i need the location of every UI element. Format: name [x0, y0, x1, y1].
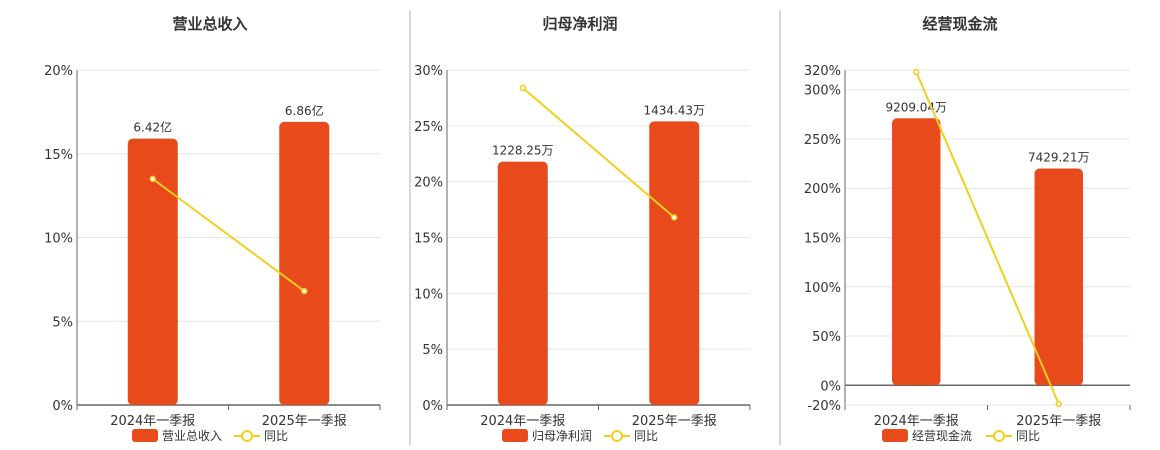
bar	[1034, 168, 1083, 386]
y-tick-label: 25%	[414, 120, 443, 135]
legend-line-label: 同比	[264, 429, 288, 443]
y-tick-label: 10%	[44, 232, 73, 247]
y-tick-label: 30%	[414, 64, 443, 79]
y-tick-label: 5%	[422, 343, 443, 358]
legend-bar-label: 经营现金流	[912, 428, 972, 443]
bar-data-label: 1228.25万	[492, 144, 554, 158]
x-category-label: 2025年一季报	[632, 414, 717, 429]
yoy-line	[152, 178, 305, 292]
chart-panel-net-profit: 归母净利润 归母净利润 同比 0% 5% 10% 15% 20% 25% 30% 2024年一…	[414, 15, 751, 443]
legend: 归母净利润 同比	[502, 429, 658, 443]
x-category-label: 2024年一季报	[874, 414, 959, 429]
bar	[649, 121, 700, 405]
y-tick-label: 200%	[804, 182, 841, 197]
y-tick-label: 20%	[44, 64, 73, 79]
legend-line-marker	[241, 430, 253, 442]
y-tick-label: 15%	[414, 232, 443, 247]
chart-panel-revenue: 营业总收入 营业总收入 同比 0% 5% 10% 15% 20% 2024年一季报 2025…	[44, 15, 381, 443]
legend-bar-swatch	[882, 429, 908, 442]
y-tick-label: 320%	[804, 64, 841, 79]
bar	[279, 121, 330, 406]
yoy-point	[913, 68, 920, 76]
y-tick-label: -20%	[807, 399, 841, 414]
x-category-label: 2024年一季报	[110, 414, 195, 429]
yoy-point	[301, 287, 308, 295]
legend-line-marker	[611, 430, 623, 442]
legend-bar-label: 归母净利润	[532, 429, 592, 443]
yoy-point	[671, 214, 678, 221]
yoy-point	[149, 175, 156, 183]
x-category-label: 2025年一季报	[1016, 414, 1101, 429]
y-tick-label: 150%	[804, 232, 841, 247]
y-tick-label: 300%	[804, 84, 841, 99]
y-tick-label: 0%	[422, 399, 443, 414]
legend: 经营现金流 同比	[882, 428, 1040, 443]
chart-title: 经营现金流	[922, 15, 997, 33]
bar-data-label: 7429.21万	[1028, 151, 1090, 165]
yoy-point	[519, 84, 526, 92]
y-tick-label: 0%	[820, 379, 841, 394]
bar	[497, 161, 548, 405]
yoy-point	[1055, 400, 1062, 408]
legend-line-label: 同比	[1016, 429, 1040, 443]
legend-bar-label: 营业总收入	[162, 429, 222, 443]
bar-data-label: 1434.43万	[643, 103, 705, 117]
yoy-line	[522, 87, 675, 219]
legend-bar-swatch	[132, 429, 158, 442]
yoy-line	[915, 71, 1060, 405]
chart-title: 归母净利润	[542, 15, 617, 33]
legend-line-marker	[993, 430, 1005, 442]
x-category-label: 2025年一季报	[262, 414, 347, 429]
legend: 营业总收入 同比	[132, 429, 288, 443]
y-tick-label: 0%	[52, 399, 73, 414]
bar	[892, 118, 941, 386]
chart-title: 营业总收入	[172, 15, 247, 33]
y-tick-label: 250%	[804, 133, 841, 148]
bar-data-label: 6.42亿	[133, 120, 172, 135]
bar	[127, 138, 178, 406]
y-tick-label: 50%	[812, 330, 841, 345]
y-tick-label: 5%	[52, 315, 73, 330]
y-tick-label: 20%	[414, 176, 443, 191]
y-tick-label: 15%	[44, 148, 73, 163]
x-category-label: 2024年一季报	[480, 414, 565, 429]
legend-bar-swatch	[502, 429, 528, 442]
chart-panel-cash-flow: 经营现金流 经营现金流 同比 -20% 0% 50% 100% 150% 200% 250%…	[804, 15, 1131, 443]
bar-data-label: 9209.04万	[885, 100, 947, 114]
legend-line-label: 同比	[634, 429, 658, 443]
y-tick-label: 10%	[414, 287, 443, 302]
y-tick-label: 100%	[804, 281, 841, 296]
bar-data-label: 6.86亿	[285, 103, 324, 118]
